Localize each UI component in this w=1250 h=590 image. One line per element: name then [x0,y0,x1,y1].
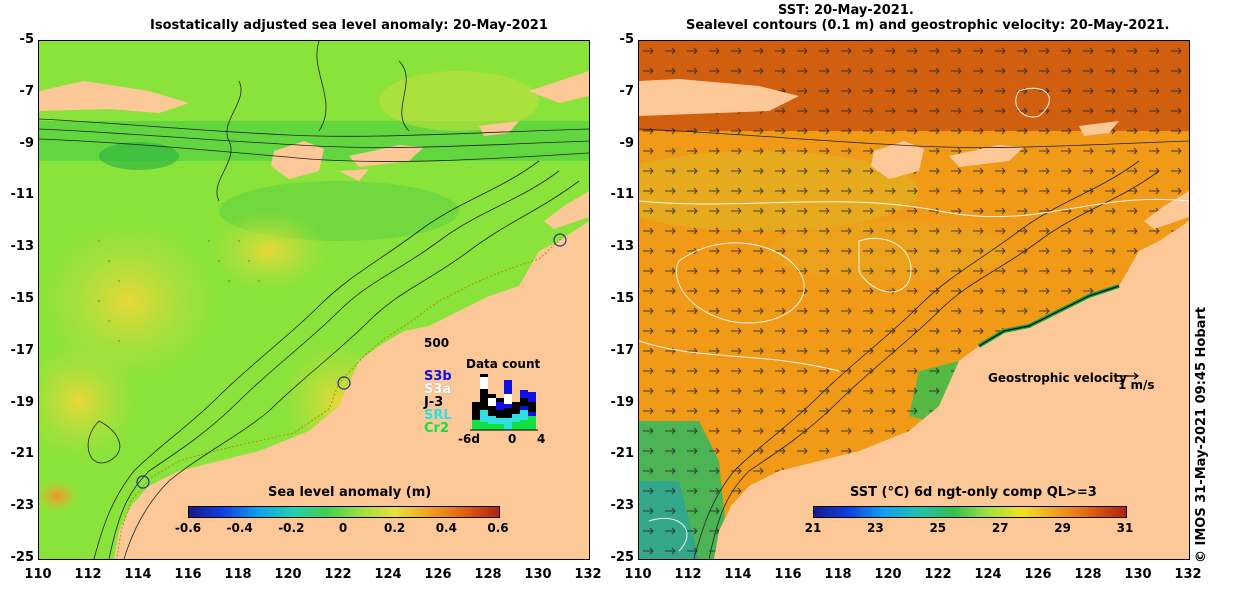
data-count-bar-chart [470,374,538,431]
right-y-axis-label: -23 [610,498,635,514]
australia-landmass [114,221,589,559]
left-y-axis-label: -25 [10,550,35,565]
sla-colorbar-label: -0.6 [174,521,202,535]
velocity-legend-label: Geostrophic velocity [988,371,1127,385]
right-y-axis-label: -13 [610,239,635,255]
left-x-axis-label: 120 [274,567,302,582]
left-y-axis-label: -7 [19,83,34,99]
left-x-axis-label: 110 [24,567,52,582]
right-x-axis-label: 114 [724,567,752,582]
sla-colorbar-label: -0.2 [278,521,305,535]
sst-velocity-map [638,40,1190,560]
right-y-axis-label: -7 [619,83,634,99]
left-x-axis-label: 132 [574,567,602,582]
sst-colorbar-label: 25 [929,521,947,535]
imos-credit: © IMOS 31-May-2021 09:45 Hobart [1194,306,1209,563]
left-x-axis-label: 124 [374,567,402,582]
tide-gauge-marker [337,376,351,390]
left-y-axis-label: -9 [19,135,34,151]
left-x-axis-label: 118 [224,567,252,582]
right-y-axis-label: -15 [610,291,635,306]
right-y-axis-label: -17 [610,342,635,358]
right-x-axis-label: 128 [1074,567,1102,582]
left-y-axis-label: -17 [10,342,35,358]
sst-map-graphic [639,41,1189,559]
right-y-axis-label: -5 [619,32,634,47]
mission-legend: S3b S3a J-3 SRL Cr2 [424,370,464,435]
left-x-axis-label: 114 [124,567,152,582]
sst-colorbar-label: 21 [804,521,822,535]
left-y-axis-label: -15 [10,291,35,306]
data-count-axis-zero: 0 [508,432,517,446]
data-count-axis-end: 4 [537,432,546,446]
right-x-axis-label: 112 [674,567,702,582]
sla-map-graphic [39,41,589,559]
sla-colorbar-label: 0.6 [487,521,509,535]
sla-colorbar-label: 0.4 [435,521,457,535]
sst-colorbar-title: SST (°C) 6d ngt-only comp QL>=3 [850,485,1097,500]
velocity-scale-arrow [1118,372,1139,380]
right-y-axis-label: -9 [619,135,634,151]
data-count-title: Data count [466,357,541,371]
java-island [39,81,189,113]
left-y-axis-label: -19 [10,394,35,410]
right-x-axis-label: 118 [824,567,852,582]
right-y-axis-label: -25 [610,550,635,565]
left-y-axis-label: -11 [10,187,35,203]
mission-label: Cr2 [424,421,449,436]
sla-colorbar-label: 0.2 [384,521,406,535]
right-map-title-line1: SST: 20-May-2021. [778,3,914,18]
sst-colorbar-label: 31 [1116,521,1134,535]
mission-label: S3b [424,369,452,384]
tide-gauge-marker [553,233,567,247]
mission-label: S3a [424,382,452,397]
sumba-island [271,141,324,179]
left-x-axis-label: 130 [524,567,552,582]
right-y-axis-label: -11 [610,187,635,203]
left-x-axis-label: 126 [424,567,452,582]
right-map-title-line2: Sealevel contours (0.1 m) and geostrophi… [686,18,1170,33]
sst-colorbar [813,506,1127,518]
left-y-axis-label: -21 [10,446,35,462]
right-x-axis-label: 130 [1124,567,1152,582]
right-y-axis-label: -19 [610,394,635,410]
right-x-axis-label: 120 [874,567,902,582]
right-x-axis-label: 124 [974,567,1002,582]
sea-level-anomaly-map [38,40,590,560]
right-x-axis-label: 110 [624,567,652,582]
sst-colorbar-label: 29 [1054,521,1071,535]
sst-colorbar-label: 27 [991,521,1009,535]
sla-colorbar-label: 0 [338,521,348,535]
sst-colorbar-label: 23 [867,521,884,535]
left-y-axis-label: -5 [19,32,34,47]
right-y-axis-label: -21 [610,446,635,462]
right-x-axis-label: 116 [774,567,802,582]
left-y-axis-label: -13 [10,239,35,255]
right-x-axis-label: 126 [1024,567,1052,582]
left-x-axis-label: 128 [474,567,502,582]
right-x-axis-label: 122 [924,567,952,582]
data-count-max: 500 [424,336,450,350]
mission-label: J-3 [424,395,444,410]
velocity-legend-scale: 1 m/s [1118,378,1155,392]
left-x-axis-label: 122 [324,567,352,582]
sla-colorbar [188,506,500,518]
sla-colorbar-title: Sea level anomaly (m) [268,485,432,500]
data-count-axis-start: -6d [458,432,480,446]
left-y-axis-label: -23 [10,498,35,514]
left-x-axis-label: 112 [74,567,102,582]
sla-colorbar-label: -0.4 [226,521,253,535]
left-x-axis-label: 116 [174,567,202,582]
right-x-axis-label: 132 [1174,567,1202,582]
mission-label: SRL [424,408,452,423]
left-map-title: Isostatically adjusted sea level anomaly… [150,18,548,33]
tide-gauge-marker [136,475,150,489]
